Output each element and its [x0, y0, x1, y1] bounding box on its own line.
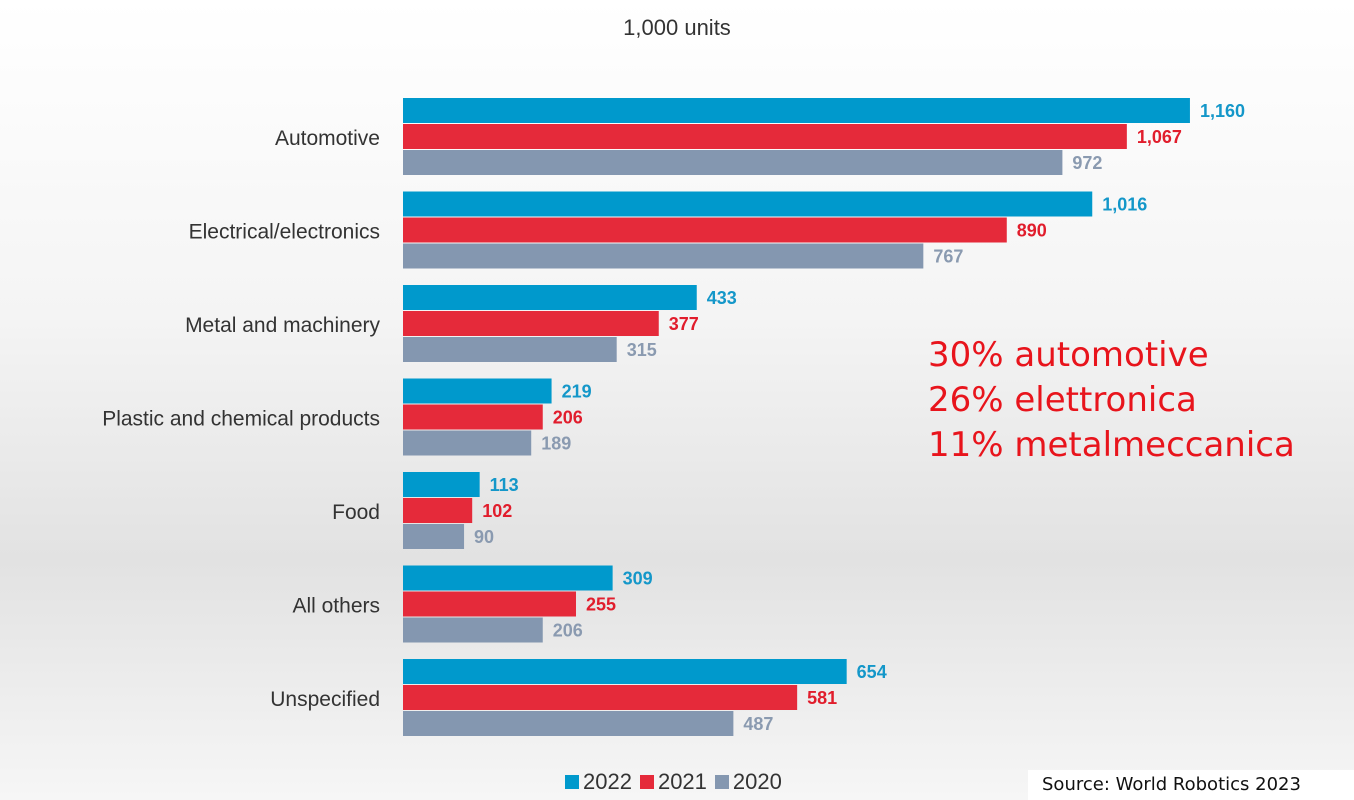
- data-label-2020-all-others: 206: [553, 621, 583, 641]
- bar-2021-unspecified: [403, 685, 798, 710]
- data-label-2020-metal-and-machinery: 315: [627, 340, 657, 360]
- data-label-2021-plastic-and-chemical-products: 206: [553, 408, 583, 428]
- bar-2021-plastic-and-chemical-products: [403, 404, 543, 430]
- bar-2020-plastic-and-chemical-products: [403, 430, 532, 456]
- data-label-2022-plastic-and-chemical-products: 219: [562, 382, 592, 402]
- category-label-food: Food: [332, 501, 380, 524]
- data-label-2021-food: 102: [482, 501, 512, 521]
- bar-2022-unspecified: [403, 659, 847, 684]
- data-label-2021-electrical-electronics: 890: [1017, 221, 1047, 241]
- legend-swatch-2020: [714, 775, 729, 789]
- callout-line-metal: 11% metalmeccanica: [928, 425, 1295, 465]
- bar-2021-electrical-electronics: [403, 217, 1007, 243]
- data-label-2020-plastic-and-chemical-products: 189: [541, 434, 571, 454]
- bar-2022-automotive: [403, 98, 1190, 123]
- legend-item-2022: 2022: [565, 769, 632, 795]
- bar-2022-all-others: [403, 565, 613, 591]
- chart-legend: 2022 2021 2020: [565, 767, 782, 797]
- data-label-2022-automotive: 1,160: [1200, 101, 1245, 121]
- bar-2022-food: [403, 472, 480, 497]
- data-label-2020-unspecified: 487: [743, 714, 773, 734]
- category-label-metal-and-machinery: Metal and machinery: [185, 314, 380, 337]
- data-label-2021-automotive: 1,067: [1137, 127, 1182, 147]
- bar-2020-food: [403, 524, 465, 549]
- callout-line-automotive: 30% automotive: [928, 335, 1209, 375]
- bar-2021-automotive: [403, 124, 1127, 149]
- legend-label-2022: 2022: [583, 769, 632, 794]
- data-label-2020-food: 90: [474, 527, 494, 547]
- category-label-automotive: Automotive: [275, 127, 380, 150]
- category-label-all-others: All others: [292, 595, 380, 618]
- bar-2020-electrical-electronics: [403, 243, 924, 269]
- bar-2021-food: [403, 498, 473, 523]
- data-label-2022-all-others: 309: [623, 569, 653, 589]
- share-callout: 30% automotive 26% elettronica 11% metal…: [928, 333, 1295, 468]
- bar-2020-all-others: [403, 617, 543, 643]
- chart-subtitle: 1,000 units: [623, 15, 731, 40]
- data-label-2022-unspecified: 654: [857, 662, 887, 682]
- data-label-2022-metal-and-machinery: 433: [707, 288, 737, 308]
- category-label-electrical-electronics: Electrical/electronics: [189, 221, 380, 244]
- data-label-2022-electrical-electronics: 1,016: [1102, 195, 1147, 215]
- legend-label-2020: 2020: [732, 769, 782, 794]
- bar-2020-unspecified: [403, 711, 734, 736]
- data-label-2021-metal-and-machinery: 377: [669, 314, 699, 334]
- data-label-2021-all-others: 255: [586, 595, 616, 615]
- source-note: Source: World Robotics 2023: [1028, 770, 1354, 800]
- legend-item-2020: 2020: [714, 769, 782, 795]
- bar-2021-all-others: [403, 591, 576, 617]
- callout-line-electronics: 26% elettronica: [928, 380, 1197, 420]
- data-label-2020-automotive: 972: [1072, 153, 1102, 173]
- bar-2022-metal-and-machinery: [403, 285, 697, 310]
- legend-swatch-2022: [565, 775, 579, 789]
- bar-2022-plastic-and-chemical-products: [403, 378, 552, 404]
- legend-swatch-2021: [639, 775, 654, 789]
- bar-2022-electrical-electronics: [403, 191, 1093, 217]
- data-label-2021-unspecified: 581: [807, 688, 837, 708]
- data-label-2020-electrical-electronics: 767: [933, 247, 963, 267]
- category-label-unspecified: Unspecified: [270, 688, 380, 711]
- category-label-plastic-and-chemical-products: Plastic and chemical products: [102, 408, 380, 431]
- bar-2020-metal-and-machinery: [403, 337, 617, 362]
- legend-item-2021: 2021: [639, 769, 707, 795]
- bar-2020-automotive: [403, 150, 1063, 175]
- bar-2021-metal-and-machinery: [403, 311, 659, 336]
- legend-label-2021: 2021: [657, 769, 707, 794]
- data-label-2022-food: 113: [490, 475, 519, 495]
